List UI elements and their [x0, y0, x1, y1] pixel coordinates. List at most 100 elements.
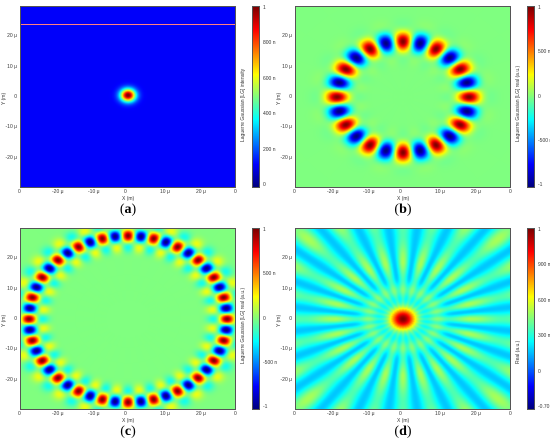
heatmap-canvas	[21, 229, 235, 409]
y-tick-label: -20 μ	[5, 154, 18, 161]
colorbar-tick-label: 500 n	[263, 271, 276, 278]
x-tick-label: -20 μ	[327, 411, 339, 417]
caption-paren-close: )	[131, 202, 137, 217]
colorbar-tick-label: 500 n	[538, 49, 550, 56]
y-tick-label: 0	[289, 316, 292, 322]
y-tick-label: 0	[14, 316, 17, 322]
colorbar-tick-label: 200 n	[263, 146, 276, 153]
colorbar-canvas	[253, 229, 259, 409]
y-axis-label: Y (m)	[276, 92, 282, 105]
y-tick-label: 20 μ	[282, 255, 292, 262]
y-axis-label: Y (m)	[276, 314, 282, 327]
caption-letter: c	[124, 424, 132, 439]
x-tick-label: 10 μ	[160, 411, 170, 417]
colorbar-tick-label: -0.70	[538, 404, 550, 410]
x-tick-label: 0	[124, 189, 127, 195]
x-tick-label: -10 μ	[363, 411, 375, 417]
panel-caption: (c)	[108, 424, 148, 440]
caption-paren-close: )	[131, 424, 136, 439]
colorbar-tick-label: 1	[263, 227, 266, 233]
colorbar-label: Laguerre Gaussian [LG] real (a.u.)	[240, 287, 246, 364]
x-tick-label: 20 μ	[196, 411, 206, 417]
x-tick-label: -20 μ	[52, 411, 64, 417]
y-tick-label: -20 μ	[280, 376, 293, 383]
x-corner-label-left: 0	[18, 411, 21, 417]
x-axis-label: X (m)	[397, 418, 410, 424]
heatmap-canvas	[296, 7, 510, 187]
x-tick-label: 20 μ	[471, 189, 481, 195]
x-tick-label: 10 μ	[435, 411, 445, 417]
x-axis-label: X (m)	[122, 196, 135, 202]
caption-letter: a	[124, 202, 132, 217]
x-tick-label: -20 μ	[52, 189, 64, 195]
heatmap-canvas	[21, 7, 235, 187]
y-tick-label: 20 μ	[7, 255, 17, 262]
caption-paren-open: (	[120, 424, 125, 439]
panel-caption: (d)	[383, 424, 423, 440]
y-tick-label: -10 μ	[5, 124, 18, 131]
caption-paren-close: )	[406, 424, 412, 439]
colorbar	[527, 6, 535, 188]
colorbar-tick-label: 300 m	[538, 333, 550, 340]
x-corner-label-left: 0	[293, 411, 296, 417]
x-axis-label: X (m)	[122, 418, 135, 424]
colorbar-canvas	[528, 7, 534, 187]
x-corner-label-right: 0	[509, 411, 512, 417]
colorbar	[527, 228, 535, 410]
colorbar-tick-label: -1	[263, 404, 268, 410]
x-tick-label: 0	[399, 411, 402, 417]
chart-panel-b: 20 μ 10 μ 0 -10 μ -20 μ -20 μ -10 μ 0 10 μ 20 μ 0 0…	[275, 0, 550, 221]
colorbar-label: Laguerre Gaussian [LG] real (a.u.)	[515, 65, 521, 142]
colorbar-tick-label: 1	[263, 5, 266, 11]
heatmap-plot	[20, 228, 236, 410]
y-tick-label: 20 μ	[282, 33, 292, 40]
x-tick-label: 10 μ	[435, 189, 445, 195]
colorbar	[252, 6, 260, 188]
x-corner-label-left: 0	[18, 189, 21, 195]
y-tick-label: 10 μ	[7, 63, 17, 70]
y-tick-label: -10 μ	[280, 124, 293, 131]
heatmap-plot	[295, 228, 511, 410]
y-tick-label: 20 μ	[7, 33, 17, 40]
caption-letter: b	[399, 202, 407, 217]
x-tick-label: -20 μ	[327, 189, 339, 195]
x-corner-label-left: 0	[293, 189, 296, 195]
panel-caption: (a)	[108, 202, 148, 218]
x-tick-label: -10 μ	[363, 189, 375, 195]
caption-letter: d	[399, 424, 407, 439]
heatmap-canvas	[296, 229, 510, 409]
y-axis-label: Y (m)	[1, 92, 7, 105]
x-axis-label: X (m)	[397, 196, 410, 202]
y-tick-label: 0	[289, 94, 292, 100]
y-tick-label: 10 μ	[282, 63, 292, 70]
y-tick-label: 0	[14, 94, 17, 100]
heatmap-plot	[295, 6, 511, 188]
colorbar-tick-label: 600 n	[263, 75, 276, 82]
chart-panel-d: 20 μ 10 μ 0 -10 μ -20 μ -20 μ -10 μ 0 10 μ 20 μ 0 0…	[275, 222, 550, 443]
x-tick-label: -10 μ	[88, 411, 100, 417]
colorbar-tick-label: 1	[538, 5, 541, 11]
x-tick-label: 20 μ	[196, 189, 206, 195]
y-tick-label: -10 μ	[5, 346, 18, 353]
panel-caption: (b)	[383, 202, 423, 218]
colorbar-tick-label: -1	[538, 182, 543, 188]
caption-paren-close: )	[406, 202, 412, 217]
colorbar-canvas	[253, 7, 259, 187]
colorbar-tick-label: -500 n	[263, 359, 278, 366]
colorbar-tick-label: 900 m	[538, 262, 550, 269]
colorbar	[252, 228, 260, 410]
colorbar-tick-label: 1	[538, 227, 541, 233]
colorbar-tick-label: 800 n	[263, 40, 276, 47]
y-tick-label: -10 μ	[280, 346, 293, 353]
colorbar-tick-label: 0	[538, 368, 541, 375]
chart-panel-c: 20 μ 10 μ 0 -10 μ -20 μ -20 μ -10 μ 0 10 μ 20 μ 0 0…	[0, 222, 278, 443]
x-tick-label: 10 μ	[160, 189, 170, 195]
x-tick-label: 20 μ	[471, 411, 481, 417]
heatmap-plot	[20, 6, 236, 188]
x-corner-label-right: 0	[234, 189, 237, 195]
y-tick-label: 10 μ	[282, 285, 292, 292]
colorbar-tick-label: 0	[263, 315, 266, 322]
colorbar-tick-label: 0	[263, 182, 266, 188]
x-corner-label-right: 0	[234, 411, 237, 417]
y-tick-label: -20 μ	[5, 376, 18, 383]
